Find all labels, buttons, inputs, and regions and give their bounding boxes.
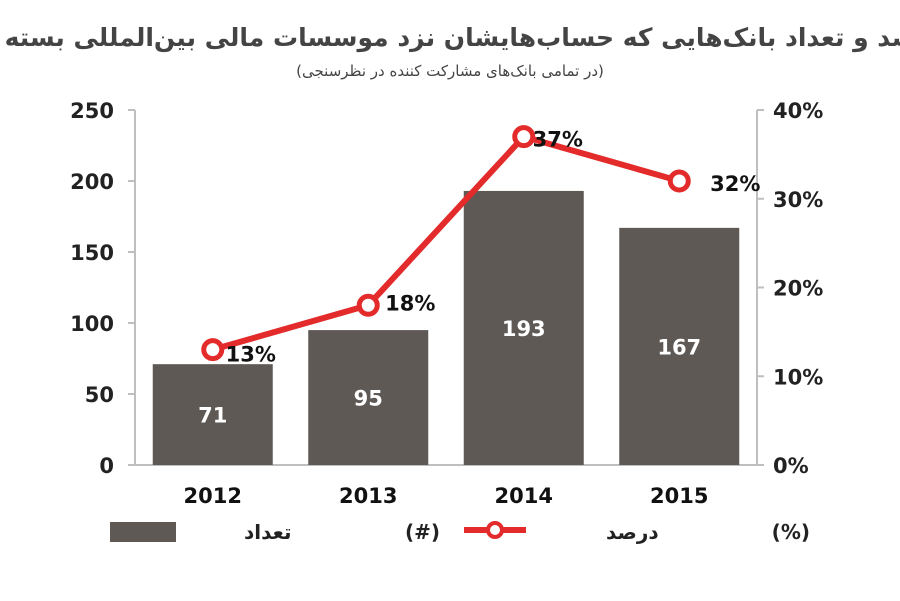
chart-title: درصد و تعداد بانک‌هایی که حساب‌هایشان نز…	[0, 23, 900, 53]
x-tick-label: 2015	[650, 484, 708, 508]
percent-value-label: 13%	[226, 343, 276, 367]
y-left-tick-label: 100	[70, 312, 114, 336]
legend-percent-unit: (%)	[772, 520, 810, 544]
legend-bar-label: تعداد	[244, 520, 291, 544]
percent-value-label: 32%	[710, 172, 760, 196]
bars: 71 95 193 167	[152, 190, 740, 465]
x-tick-label: 2014	[495, 484, 553, 508]
y-left-tick-label: 50	[85, 383, 114, 407]
percent-point	[667, 169, 691, 193]
bar	[308, 330, 429, 465]
y-right-tick-label: 40%	[773, 99, 823, 123]
legend-bar-swatch	[110, 522, 176, 542]
y-left-tick-label: 200	[70, 170, 114, 194]
y-right-tick-label: 30%	[773, 188, 823, 212]
bar-value-label: 71	[198, 404, 227, 428]
legend-line-marker	[486, 521, 504, 539]
bar	[152, 364, 273, 465]
bar-value-label: 95	[354, 387, 383, 411]
y-right-tick-label: 20%	[773, 277, 823, 301]
percent-point	[512, 125, 536, 149]
legend-line-label: درصد	[606, 520, 659, 544]
y-right-tick-label: 10%	[773, 365, 823, 389]
legend-count-unit: (#)	[405, 520, 440, 544]
bar-value-label: 167	[657, 335, 701, 359]
chart-subtitle: (در تمامی بانک‌های مشارکت کننده در نظرسن…	[296, 62, 604, 80]
y-right-tick-label: 0%	[773, 454, 809, 478]
percent-series-line	[211, 133, 681, 353]
y-left-tick-label: 150	[70, 241, 114, 265]
y-left-tick-label: 250	[70, 99, 114, 123]
percent-point	[201, 338, 225, 362]
bar-value-label: 193	[502, 317, 546, 341]
y-left-tick-label: 0	[99, 454, 114, 478]
percent-point	[356, 293, 380, 317]
percent-value-label: 18%	[385, 291, 435, 315]
percent-line: 13% 18% 37% 32%	[201, 125, 760, 367]
legend: تعداد (#) درصد (%)	[110, 520, 810, 544]
bar	[619, 227, 740, 465]
x-tick-label: 2013	[339, 484, 397, 508]
bar	[463, 190, 584, 465]
percent-value-label: 37%	[533, 128, 583, 152]
x-tick-label: 2012	[184, 484, 242, 508]
axes: 0 50 100 150 200 250 0% 10% 20% 30% 40% 2012 2013 201…	[70, 99, 823, 508]
